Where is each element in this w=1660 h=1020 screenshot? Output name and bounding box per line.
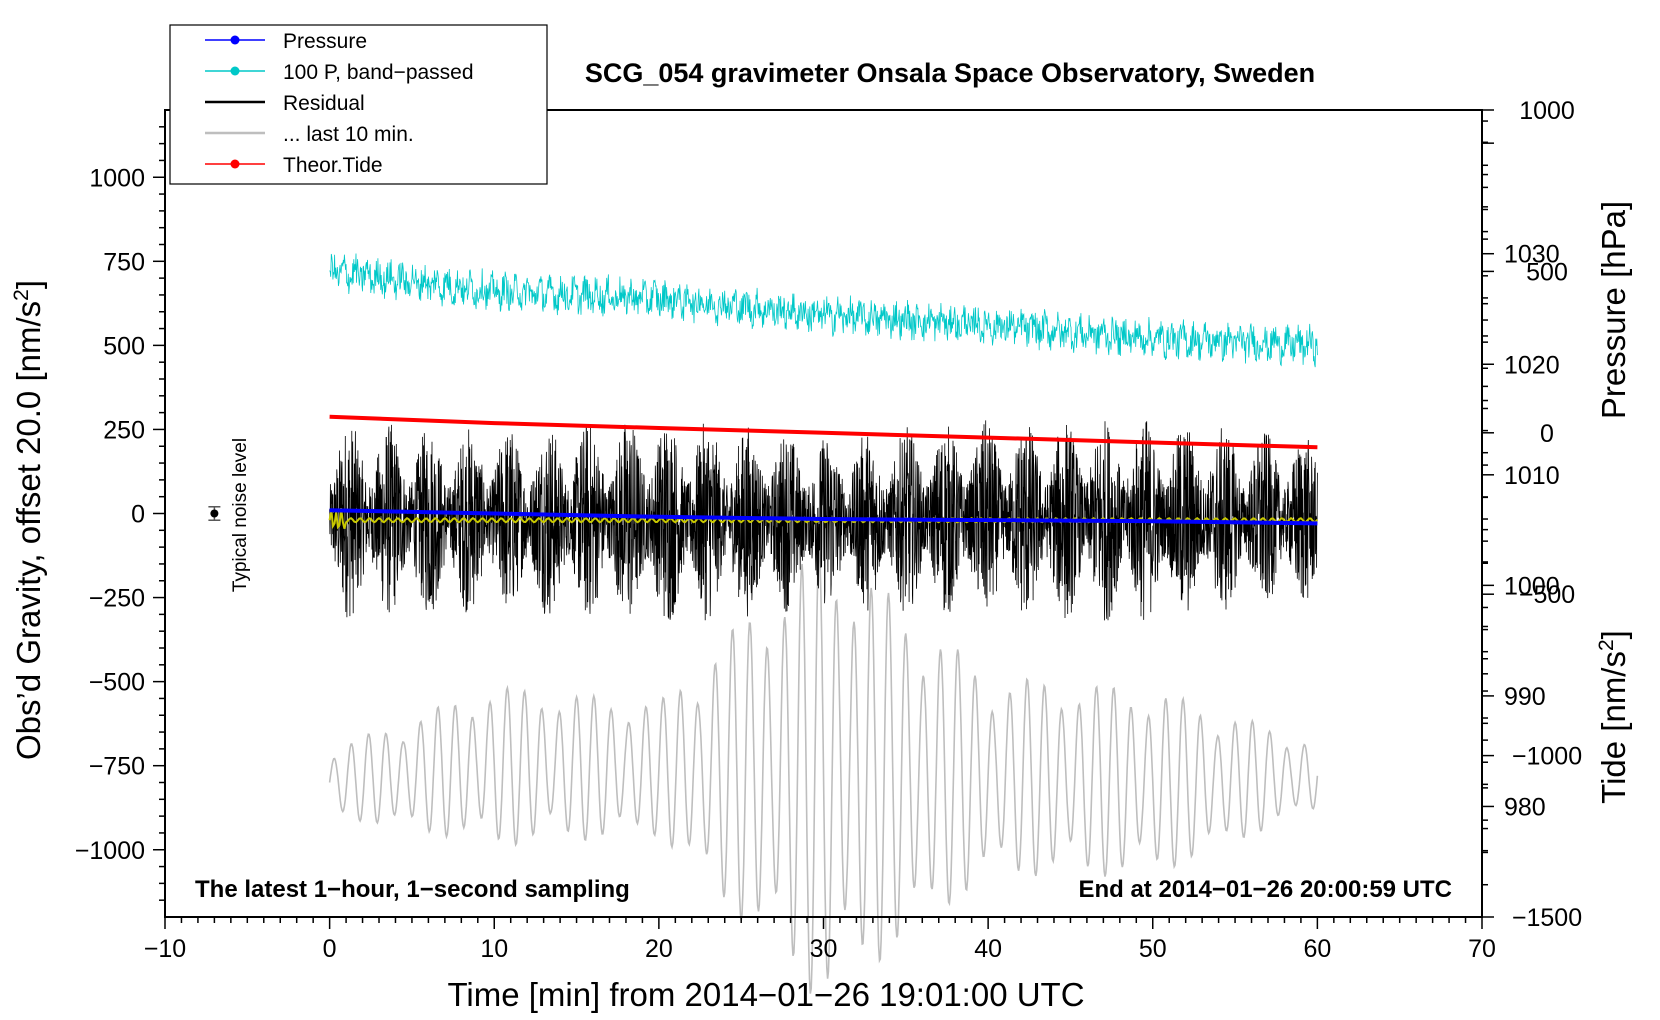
pressure-tick-label: 1030 xyxy=(1504,241,1560,269)
tide-axis-title-sup: 2 xyxy=(1595,639,1618,651)
left-tick-label: −1000 xyxy=(75,837,145,865)
left-tick-label: 0 xyxy=(131,501,145,529)
legend-marker xyxy=(230,35,240,45)
legend-entry: Theor.Tide xyxy=(205,154,383,177)
pressure-tick-label: 1020 xyxy=(1504,351,1560,379)
x-axis-title: Time [min] from 2014−01−26 19:01:00 UTC xyxy=(447,976,1084,1013)
legend-box xyxy=(169,24,548,185)
tide-tick-label: 0 xyxy=(1540,420,1554,448)
tide-tick-label: −500 xyxy=(1519,581,1575,609)
series-pressure-band-passed xyxy=(329,253,1318,368)
left-tick-label: −750 xyxy=(89,753,145,781)
left-axis-title-sup: 2 xyxy=(10,289,33,301)
series-theor-tide xyxy=(329,414,1318,450)
series-last-10-min xyxy=(328,549,1319,994)
tide-tick-label: −1000 xyxy=(1512,743,1582,771)
x-tick-label: −10 xyxy=(144,935,186,963)
left-axis-title: Obs’d Gravity, offset 20.0 [nm/s2] xyxy=(10,280,47,760)
tide-axis-title-end: ] xyxy=(1595,630,1632,639)
x-tick-label: 70 xyxy=(1468,935,1496,963)
plot-content xyxy=(208,253,1319,994)
legend-label: 100 P, band−passed xyxy=(283,61,474,84)
pressure-axis-title: Pressure [hPa] xyxy=(1595,201,1632,419)
legend-entry: Pressure xyxy=(205,30,367,53)
legend-label: Theor.Tide xyxy=(283,154,383,177)
tide-tick-label: 500 xyxy=(1526,258,1568,286)
series-pressure xyxy=(329,508,1318,526)
legend-label: Pressure xyxy=(283,30,367,53)
legend-entry: Residual xyxy=(205,92,365,115)
pressure-tick-label: 980 xyxy=(1504,793,1546,821)
axes: −10 0 10 20 30 40 50 60 7010007505002500−250−500… xyxy=(75,97,1582,963)
legend-marker xyxy=(230,159,240,169)
chart-title: SCG_054 gravimeter Onsala Space Observat… xyxy=(585,58,1315,88)
noise-point xyxy=(210,509,219,518)
noise-level-label: Typical noise level xyxy=(230,438,251,592)
annotation-end-time: End at 2014−01−26 20:00:59 UTC xyxy=(1078,876,1452,903)
left-tick-label: −250 xyxy=(89,585,145,613)
x-tick-label: 30 xyxy=(810,935,838,963)
legend-entry: 100 P, band−passed xyxy=(205,61,474,84)
tide-tick-label: 1000 xyxy=(1519,97,1575,125)
left-tick-label: −500 xyxy=(89,669,145,697)
x-tick-label: 50 xyxy=(1139,935,1167,963)
left-tick-label: 1000 xyxy=(89,164,145,192)
left-tick-label: 250 xyxy=(103,416,145,444)
tide-axis-title-main: Tide [nm/s xyxy=(1595,651,1632,804)
x-tick-label: 10 xyxy=(480,935,508,963)
legend-entry: ... last 10 min. xyxy=(205,123,414,146)
annotation-sampling: The latest 1−hour, 1−second sampling xyxy=(195,876,630,903)
left-axis-title-end: ] xyxy=(10,280,47,289)
legend-label: Residual xyxy=(283,92,365,115)
legend-marker xyxy=(230,66,240,76)
legend: Pressure 100 P, band−passed Residual ... la… xyxy=(169,24,548,185)
left-tick-label: 750 xyxy=(103,248,145,276)
pressure-tick-label: 1000 xyxy=(1504,572,1560,600)
noise-level-marker xyxy=(208,506,221,521)
x-tick-label: 0 xyxy=(323,935,337,963)
legend-label: ... last 10 min. xyxy=(283,123,414,146)
tide-tick-label: −1500 xyxy=(1512,904,1582,932)
x-tick-label: 40 xyxy=(974,935,1002,963)
series-residual xyxy=(329,420,1318,621)
x-tick-label: 20 xyxy=(645,935,673,963)
pressure-tick-label: 990 xyxy=(1504,683,1546,711)
pressure-tick-label: 1010 xyxy=(1504,462,1560,490)
x-tick-label: 60 xyxy=(1303,935,1331,963)
tide-axis-title: Tide [nm/s2] xyxy=(1595,630,1632,804)
left-tick-label: 500 xyxy=(103,332,145,360)
left-axis-title-main: Obs’d Gravity, offset 20.0 [nm/s xyxy=(10,301,47,760)
